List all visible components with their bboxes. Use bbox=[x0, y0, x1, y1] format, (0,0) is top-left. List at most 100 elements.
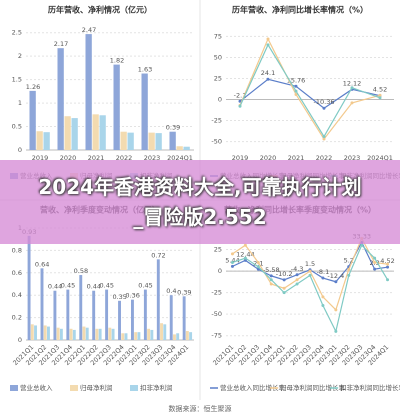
legend-label: 归母净利润 bbox=[80, 383, 113, 392]
point bbox=[321, 304, 325, 308]
data-label: -10.2 bbox=[276, 270, 293, 278]
point bbox=[322, 137, 326, 141]
y-tick-label: 0.2 bbox=[12, 314, 22, 322]
y-tick-label: 0.6 bbox=[12, 269, 22, 277]
point bbox=[373, 256, 377, 260]
point bbox=[282, 291, 286, 295]
bar bbox=[27, 235, 31, 340]
data-label: 0.36 bbox=[125, 292, 139, 300]
x-tick-label: 2024Q1 bbox=[367, 154, 393, 162]
data-label: 0.45 bbox=[138, 282, 152, 290]
point bbox=[386, 265, 390, 269]
bar bbox=[141, 73, 148, 150]
y-tick-label: 0 bbox=[218, 96, 222, 104]
point bbox=[334, 308, 338, 312]
data-label: -8.1 bbox=[317, 268, 330, 276]
point bbox=[269, 274, 273, 278]
bar bbox=[124, 333, 128, 340]
bar bbox=[40, 268, 44, 340]
legend-label: 营业总收入同比增长率 bbox=[220, 383, 286, 392]
point bbox=[308, 269, 312, 273]
x-tick-label: 2021 bbox=[288, 154, 305, 162]
legend-label: 扣非净利润同比增长率 bbox=[340, 383, 400, 392]
point bbox=[266, 43, 270, 47]
bar bbox=[156, 259, 160, 340]
bar bbox=[66, 289, 70, 340]
point bbox=[334, 329, 338, 333]
bar bbox=[92, 290, 96, 340]
data-label: -10.36 bbox=[314, 98, 335, 106]
y-tick-label: 0 bbox=[218, 267, 222, 275]
bar bbox=[150, 329, 154, 340]
y-tick-label: 50 bbox=[214, 53, 222, 61]
data-label: 0.44 bbox=[87, 283, 101, 291]
data-label: 5.2 bbox=[344, 257, 354, 265]
point bbox=[378, 96, 382, 100]
data-label: 0.72 bbox=[151, 251, 165, 259]
bar bbox=[120, 131, 127, 150]
x-tick-label: 2023 bbox=[144, 154, 161, 162]
bar bbox=[173, 334, 176, 340]
point bbox=[347, 267, 351, 271]
point bbox=[321, 295, 325, 299]
point bbox=[347, 273, 351, 277]
data-label: 15.76 bbox=[287, 76, 306, 84]
point bbox=[294, 84, 298, 88]
bar bbox=[59, 328, 63, 340]
y-tick-label: -25 bbox=[211, 289, 222, 297]
bar bbox=[163, 324, 167, 340]
data-label: 0.64 bbox=[35, 260, 49, 268]
chart-panel: 历年营收、净利情况（亿元） 0 0.5 1 1.5 2 2.5 2019 2020 2021 202… bbox=[10, 5, 194, 180]
point bbox=[230, 260, 234, 264]
bar bbox=[121, 333, 125, 340]
bar bbox=[47, 326, 50, 340]
bar bbox=[34, 325, 37, 340]
y-tick-label: 2 bbox=[18, 52, 22, 60]
x-tick-label: 2023 bbox=[344, 154, 361, 162]
bar bbox=[98, 328, 102, 340]
point bbox=[295, 282, 299, 286]
point bbox=[256, 265, 260, 269]
point bbox=[243, 258, 247, 262]
x-tick-label: 2022 bbox=[316, 154, 333, 162]
bar bbox=[108, 327, 112, 340]
point bbox=[373, 267, 377, 271]
data-label: 0.58 bbox=[74, 267, 88, 275]
x-tick-label: 2021 bbox=[88, 154, 105, 162]
bar bbox=[143, 289, 147, 340]
data-label: 0.39 bbox=[177, 288, 191, 296]
bar bbox=[189, 332, 193, 340]
y-tick-label: 0.4 bbox=[12, 291, 22, 299]
bar bbox=[182, 296, 186, 340]
y-tick-label: 25 bbox=[214, 246, 222, 254]
data-label: -5.58 bbox=[263, 266, 280, 274]
point bbox=[269, 282, 273, 286]
legend-swatch bbox=[130, 385, 138, 391]
point bbox=[386, 262, 390, 266]
bar bbox=[85, 327, 89, 340]
y-tick-label: 25 bbox=[214, 74, 222, 82]
bar bbox=[82, 326, 86, 340]
y-tick-label: -50 bbox=[211, 310, 222, 318]
y-tick-label: -50 bbox=[211, 138, 222, 146]
point bbox=[238, 99, 242, 103]
line bbox=[239, 43, 381, 138]
bar bbox=[169, 131, 176, 150]
banner: 2024年香港资料大全,可靠执行计划_冒险版2.552 bbox=[0, 160, 400, 244]
y-tick-label: 75 bbox=[214, 32, 222, 40]
x-tick-label: 2024Q1 bbox=[167, 154, 193, 162]
point bbox=[334, 280, 338, 284]
line bbox=[239, 78, 381, 109]
data-label: 4.52 bbox=[373, 86, 387, 94]
x-tick-label: 2020 bbox=[260, 154, 277, 162]
x-tick-label: 2022 bbox=[116, 154, 133, 162]
point bbox=[256, 260, 260, 264]
data-label: 0.39 bbox=[166, 124, 180, 132]
bar bbox=[127, 132, 134, 150]
bar bbox=[185, 331, 189, 340]
legend-label: 归母净利润同比增长率 bbox=[280, 383, 346, 392]
bar bbox=[118, 300, 121, 340]
bar bbox=[137, 332, 141, 340]
y-tick-label: -25 bbox=[211, 117, 222, 125]
